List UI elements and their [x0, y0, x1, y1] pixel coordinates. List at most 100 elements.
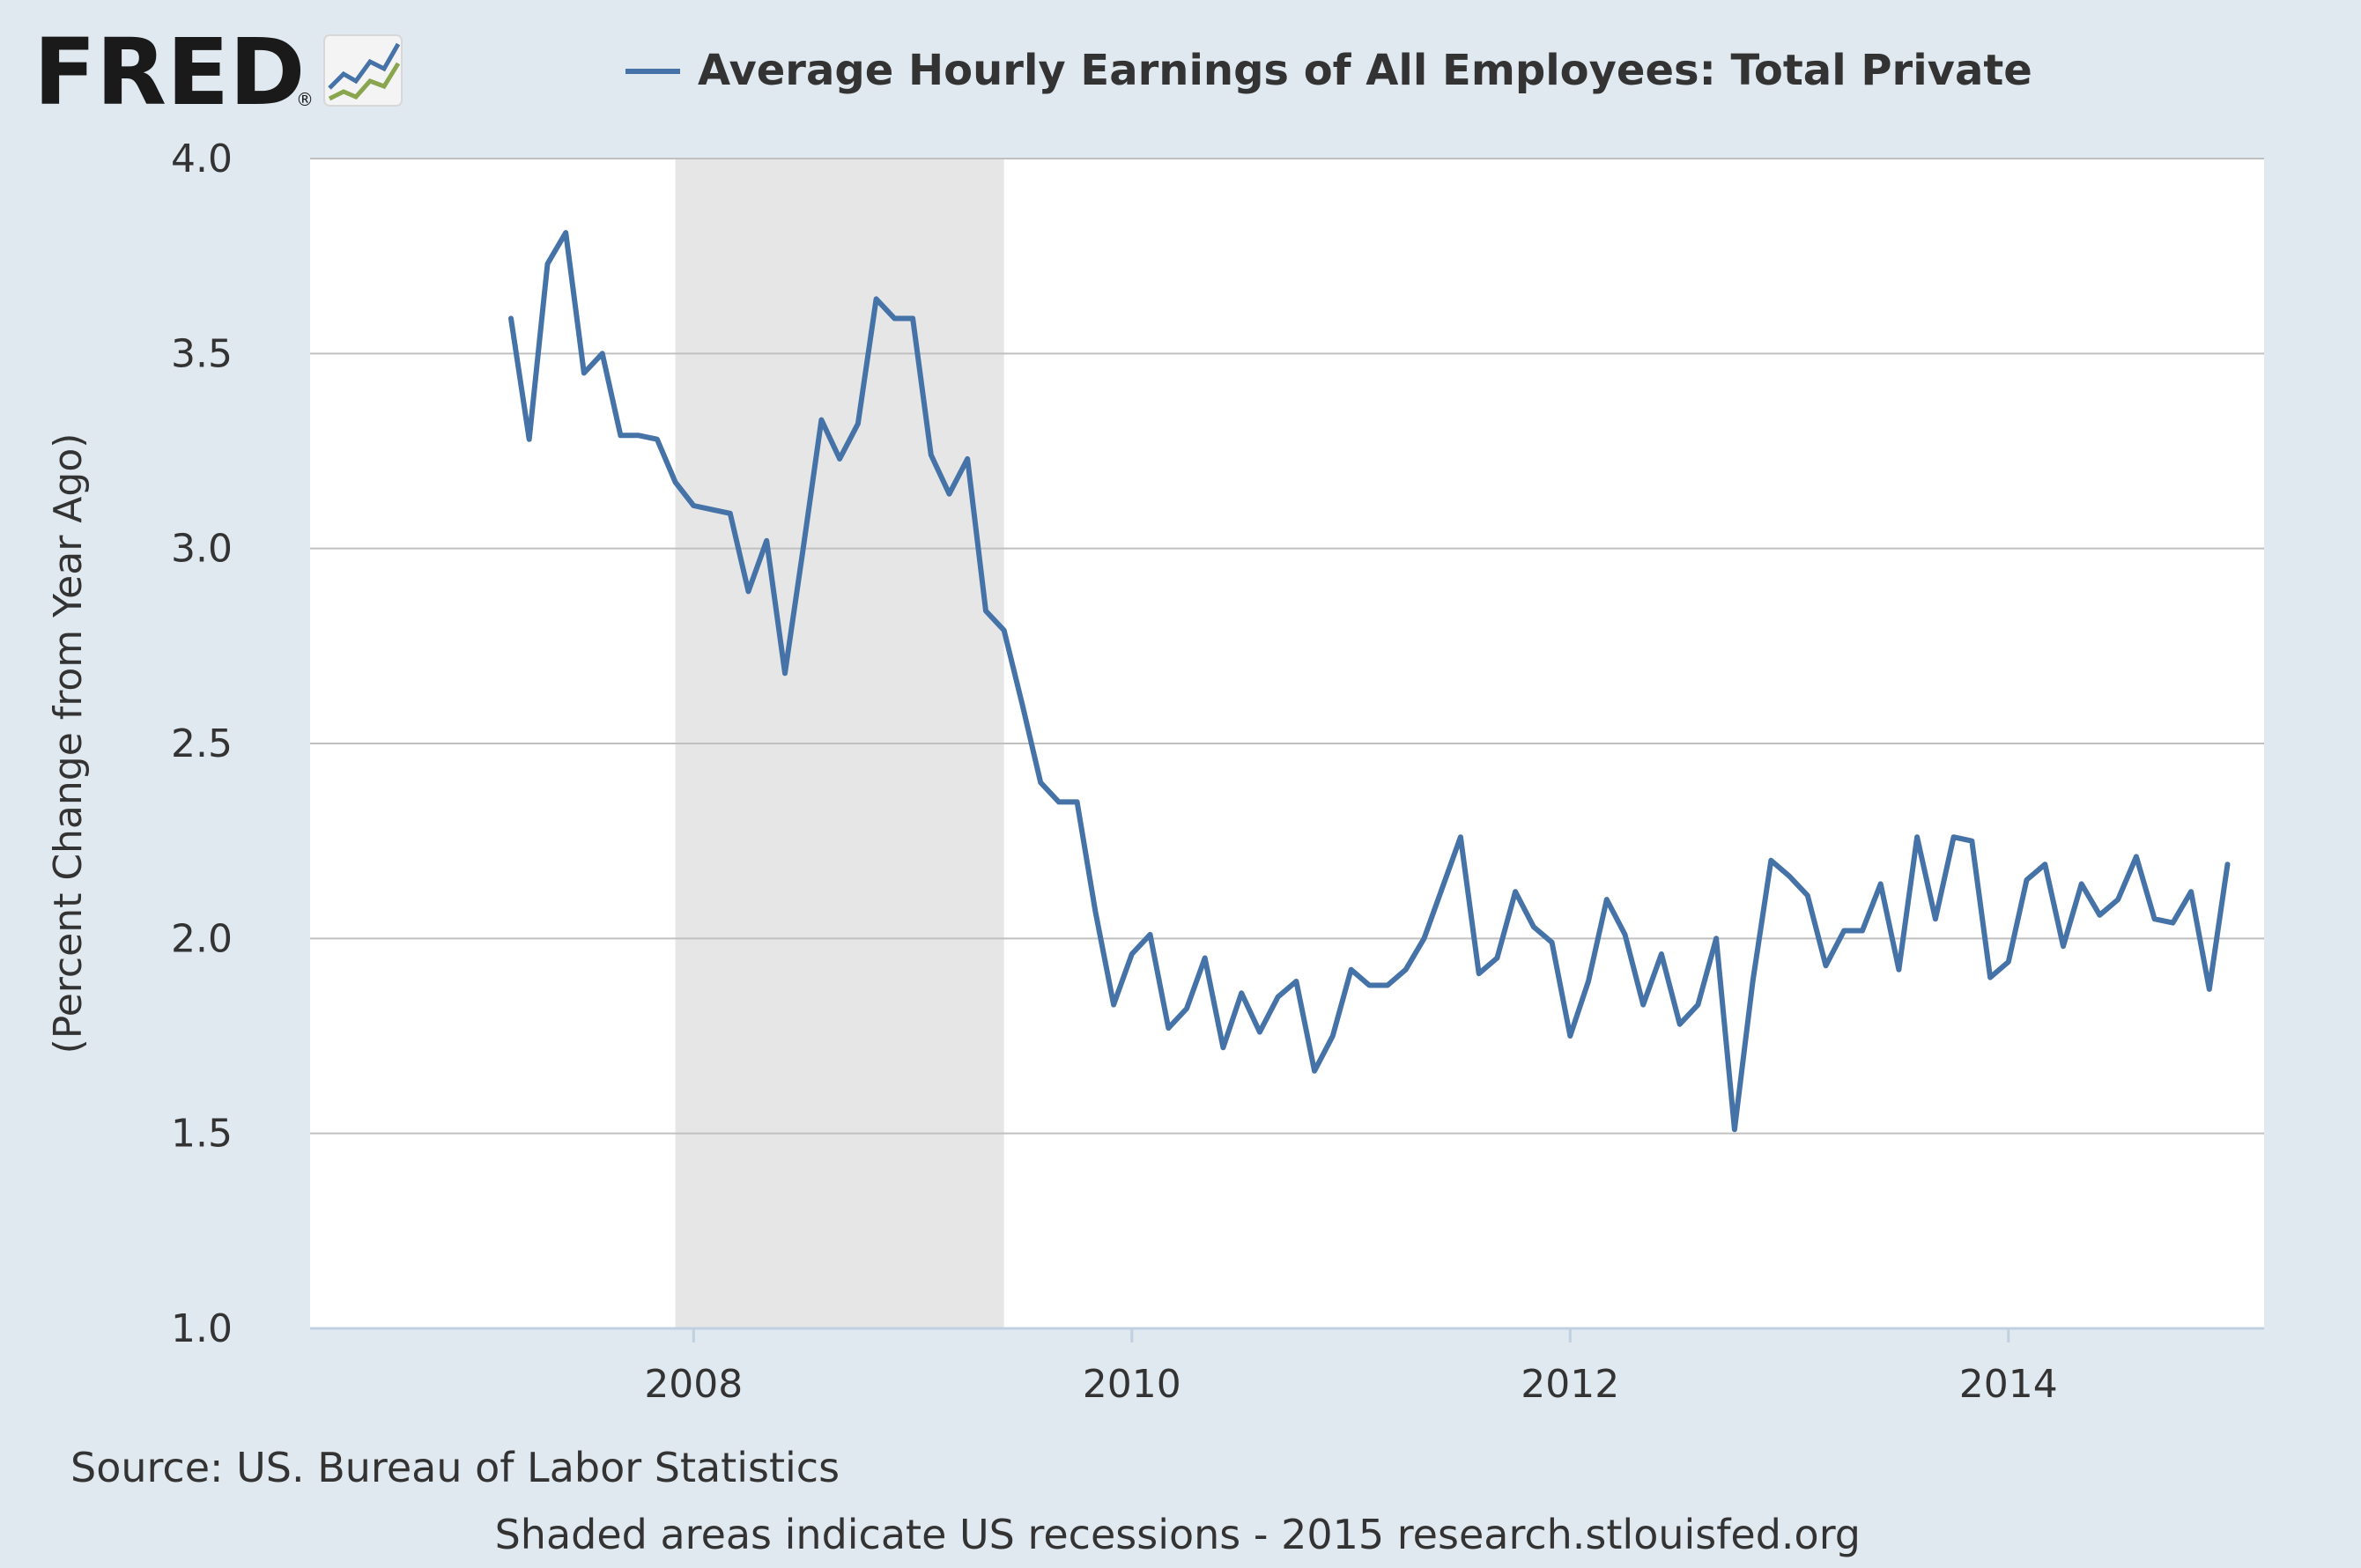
data-point[interactable] — [1148, 932, 1153, 937]
data-point[interactable] — [1640, 1002, 1646, 1008]
data-point[interactable] — [1184, 1006, 1189, 1011]
data-point[interactable] — [855, 421, 861, 426]
data-point[interactable] — [1531, 924, 1536, 929]
data-point[interactable] — [709, 507, 714, 512]
data-point[interactable] — [1257, 1030, 1262, 1035]
data-point[interactable] — [1440, 885, 1445, 891]
x-axis-ticks: 2008 2010 2012 2014 — [644, 1328, 2058, 1407]
data-point[interactable] — [764, 538, 769, 544]
data-point[interactable] — [2061, 943, 2066, 949]
data-point[interactable] — [1768, 858, 1773, 863]
data-point[interactable] — [2115, 897, 2120, 902]
fred-logo[interactable]: FRED ® — [33, 18, 403, 126]
data-point[interactable] — [2170, 921, 2175, 926]
data-point[interactable] — [1330, 1033, 1336, 1039]
data-point[interactable] — [2097, 913, 2102, 918]
data-point[interactable] — [2042, 862, 2047, 867]
data-point[interactable] — [1312, 1069, 1317, 1074]
data-point[interactable] — [1969, 839, 1974, 844]
data-point[interactable] — [1385, 982, 1390, 987]
data-point[interactable] — [1366, 982, 1372, 987]
data-point[interactable] — [2207, 987, 2212, 992]
data-point[interactable] — [1019, 702, 1025, 707]
data-point[interactable] — [818, 418, 824, 423]
data-point[interactable] — [1166, 1025, 1171, 1031]
data-point[interactable] — [636, 433, 641, 438]
data-point[interactable] — [1421, 936, 1426, 941]
data-point[interactable] — [1458, 834, 1463, 839]
data-point[interactable] — [1659, 951, 1664, 957]
data-point[interactable] — [745, 588, 751, 594]
data-point[interactable] — [1239, 990, 1244, 995]
data-point[interactable] — [1896, 967, 1901, 973]
data-point[interactable] — [2152, 916, 2157, 921]
data-point[interactable] — [1056, 799, 1062, 804]
data-point[interactable] — [1002, 628, 1007, 633]
data-point[interactable] — [1878, 881, 1884, 886]
data-point[interactable] — [892, 315, 897, 321]
data-point[interactable] — [910, 315, 915, 321]
data-point[interactable] — [1203, 955, 1208, 960]
data-point[interactable] — [1713, 936, 1719, 941]
data-point[interactable] — [728, 511, 733, 516]
data-point[interactable] — [1586, 979, 1591, 984]
data-point[interactable] — [1129, 951, 1135, 957]
data-point[interactable] — [1567, 1033, 1573, 1039]
data-point[interactable] — [1477, 971, 1482, 976]
data-point[interactable] — [563, 230, 568, 235]
y-tick-label: 2.5 — [171, 721, 233, 766]
data-point[interactable] — [1604, 897, 1610, 902]
data-point[interactable] — [1550, 940, 1555, 945]
data-point[interactable] — [1293, 979, 1299, 984]
data-point[interactable] — [1860, 928, 1865, 933]
data-point[interactable] — [983, 608, 988, 613]
data-point[interactable] — [2134, 854, 2139, 859]
data-point[interactable] — [965, 456, 970, 462]
data-point[interactable] — [655, 437, 660, 442]
data-point[interactable] — [618, 433, 623, 438]
data-point[interactable] — [874, 296, 879, 301]
data-point[interactable] — [1933, 916, 1938, 921]
data-point[interactable] — [1494, 955, 1499, 960]
data-point[interactable] — [1987, 975, 1993, 980]
data-point[interactable] — [1092, 908, 1098, 913]
data-point[interactable] — [1750, 979, 1756, 984]
data-point[interactable] — [1403, 967, 1409, 973]
data-point[interactable] — [1276, 995, 1281, 1000]
data-point[interactable] — [1914, 834, 1920, 839]
data-point[interactable] — [508, 315, 514, 321]
data-point[interactable] — [801, 546, 806, 551]
data-point[interactable] — [527, 437, 532, 442]
data-point[interactable] — [1220, 1045, 1225, 1050]
data-point[interactable] — [782, 670, 788, 676]
data-point[interactable] — [2225, 862, 2231, 867]
data-point[interactable] — [691, 503, 696, 508]
data-point[interactable] — [1824, 963, 1829, 968]
data-point[interactable] — [581, 370, 587, 375]
data-point[interactable] — [2188, 889, 2194, 894]
data-point[interactable] — [1951, 834, 1957, 839]
data-point[interactable] — [1513, 889, 1518, 894]
data-point[interactable] — [2006, 959, 2011, 965]
data-point[interactable] — [1841, 928, 1847, 933]
y-axis-label: (Percent Change from Year Ago) — [46, 433, 91, 1054]
legend[interactable]: Average Hourly Earnings of All Employees… — [625, 46, 2032, 95]
data-point[interactable] — [2024, 877, 2030, 883]
data-point[interactable] — [1787, 874, 1792, 879]
data-point[interactable] — [2079, 881, 2084, 886]
data-point[interactable] — [929, 452, 934, 457]
data-point[interactable] — [1805, 893, 1810, 899]
data-point[interactable] — [544, 262, 550, 267]
data-point[interactable] — [1677, 1022, 1683, 1027]
data-point[interactable] — [947, 492, 952, 497]
data-point[interactable] — [673, 479, 678, 484]
data-point[interactable] — [1695, 1002, 1700, 1008]
data-point[interactable] — [1075, 799, 1080, 804]
data-point[interactable] — [600, 351, 605, 356]
data-point[interactable] — [837, 456, 842, 462]
data-point[interactable] — [1349, 967, 1354, 973]
data-point[interactable] — [1732, 1127, 1737, 1132]
data-point[interactable] — [1038, 780, 1043, 785]
data-point[interactable] — [1111, 1002, 1116, 1008]
data-point[interactable] — [1622, 932, 1627, 937]
